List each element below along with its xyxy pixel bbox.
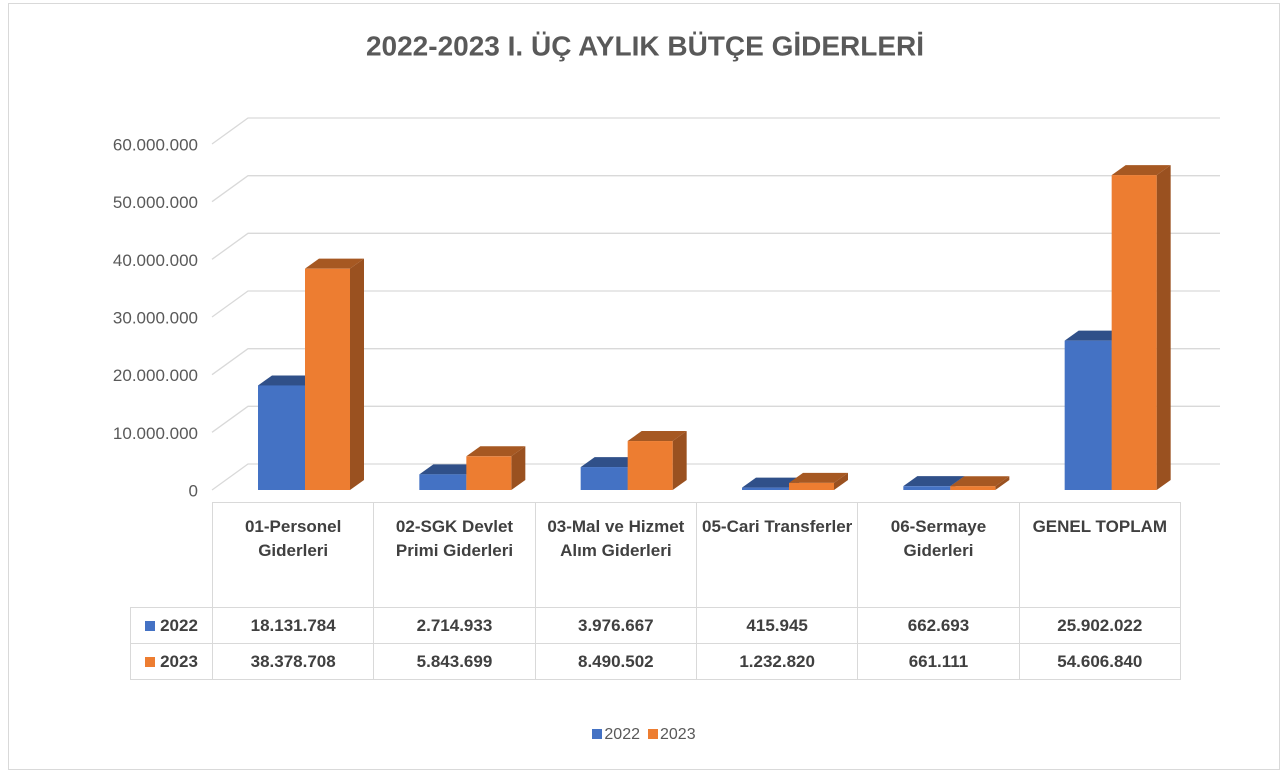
bar-top — [258, 375, 319, 386]
bar-top — [789, 472, 848, 483]
bar — [1111, 175, 1157, 490]
value-cell: 2.714.933 — [373, 607, 536, 644]
bar — [950, 486, 996, 490]
y-tick-label: 20.000.000 — [113, 366, 198, 385]
category-label: 03-Mal ve Hizmet Alım Giderleri — [534, 502, 697, 608]
value-cell: 661.111 — [857, 643, 1020, 680]
series-name: 2023 — [160, 651, 198, 671]
category-label: 06-Sermaye Giderleri — [857, 502, 1020, 608]
bar — [903, 486, 951, 490]
y-tick-label: 30.000.000 — [113, 308, 198, 327]
legend: 2022 2023 — [0, 726, 1288, 744]
bar-side — [1156, 165, 1171, 490]
bar — [305, 268, 350, 490]
legend-label: 2023 — [660, 726, 696, 743]
bar — [789, 482, 834, 490]
bar-top — [1064, 330, 1126, 341]
bar-top — [903, 476, 965, 487]
value-cell: 5.843.699 — [373, 643, 536, 680]
bar-side — [511, 446, 526, 490]
value-cell: 8.490.502 — [534, 643, 697, 680]
bar-side — [834, 472, 848, 490]
value-cell: 1.232.820 — [695, 643, 859, 680]
bar-top — [580, 457, 642, 468]
table-row: 2022 18.131.784 2.714.933 3.976.667 415.945 6… — [130, 607, 1181, 644]
y-tick-label: 60.000.000 — [113, 135, 198, 154]
value-cell: 25.902.022 — [1018, 607, 1181, 644]
bar-side — [350, 258, 364, 490]
bar-side — [995, 476, 1010, 490]
table-row: 2023 38.378.708 5.843.699 8.490.502 1.232.82… — [130, 643, 1181, 680]
bar-top — [950, 476, 1010, 487]
bar — [1064, 340, 1112, 490]
value-cell: 662.693 — [857, 607, 1020, 644]
category-label: 05-Cari Transferler — [695, 502, 859, 608]
series-swatch — [145, 620, 156, 631]
value-cell: 415.945 — [695, 607, 859, 644]
data-table: 01-Personel Giderleri 02-SGK Devlet Primi… — [130, 502, 1181, 680]
bar — [258, 385, 305, 490]
value-cell: 38.378.708 — [211, 643, 375, 680]
grid-line — [211, 463, 1220, 491]
bar-top — [1111, 165, 1171, 176]
bar-top — [466, 446, 526, 457]
table-header-row: 01-Personel Giderleri 02-SGK Devlet Primi… — [131, 502, 1181, 608]
y-tick-label: 0 — [189, 481, 198, 500]
grid-line — [211, 175, 1220, 203]
bar — [466, 456, 512, 490]
y-tick-label: 50.000.000 — [113, 193, 198, 212]
category-label: 02-SGK Devlet Primi Giderleri — [373, 502, 536, 608]
bar-top — [419, 464, 481, 475]
grid-line — [211, 348, 1220, 376]
legend-item: 2023 — [648, 726, 696, 743]
category-label: 01-Personel Giderleri — [211, 502, 375, 608]
y-tick-label: 10.000.000 — [113, 424, 198, 443]
table-corner — [131, 503, 213, 608]
bar — [742, 487, 789, 490]
grid-line — [211, 405, 1220, 433]
legend-item: 2022 — [592, 726, 640, 743]
legend-label: 2022 — [604, 726, 640, 743]
y-tick-label: 40.000.000 — [113, 251, 198, 270]
value-cell: 18.131.784 — [211, 607, 375, 644]
series-cell: 2022 — [130, 607, 213, 644]
bar — [580, 467, 628, 490]
value-cell: 3.976.667 — [534, 607, 697, 644]
chart-frame — [8, 3, 1280, 770]
grid-line — [211, 232, 1220, 260]
grid-line — [211, 117, 1220, 145]
bar — [627, 441, 673, 490]
value-cell: 54.606.840 — [1018, 643, 1181, 680]
bar-top — [742, 477, 803, 488]
legend-swatch — [648, 729, 658, 739]
bar-top — [627, 431, 687, 442]
bar-top — [305, 258, 364, 269]
grid-line — [211, 290, 1220, 318]
legend-swatch — [592, 729, 603, 739]
category-label: GENEL TOPLAM — [1018, 502, 1181, 608]
bar — [419, 474, 467, 490]
series-cell: 2023 — [130, 643, 213, 680]
series-name: 2022 — [160, 615, 198, 635]
series-swatch — [145, 656, 156, 667]
bar-side — [672, 431, 687, 490]
chart-title: 2022-2023 I. ÜÇ AYLIK BÜTÇE GİDERLERİ — [366, 30, 924, 61]
